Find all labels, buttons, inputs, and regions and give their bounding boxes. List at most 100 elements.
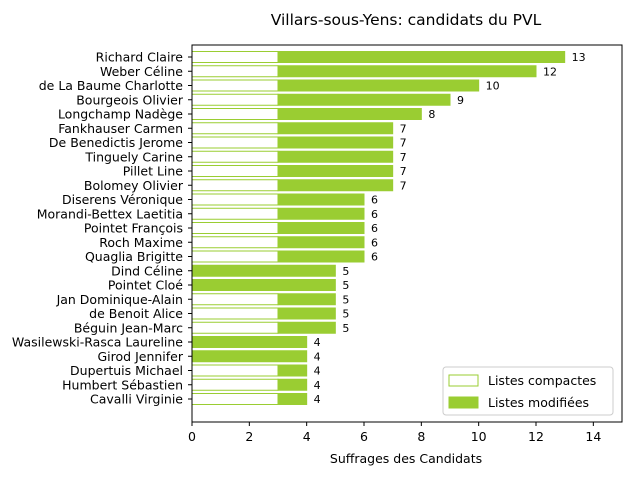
bar-compactes-beguin-jean-marc xyxy=(191,321,279,334)
bar-modifiees-jan-dominique-alain xyxy=(277,293,336,306)
category-label-pointet-cloe: Pointet Cloé xyxy=(108,278,183,293)
bar-compactes-tinguely-carine xyxy=(191,150,279,163)
axes-layer: 0 2 4 6 8 10 12 14 xyxy=(188,44,623,444)
bar-modifiees-tinguely-carine xyxy=(277,150,394,163)
category-label-longchamp-nadege: Longchamp Nadège xyxy=(58,107,183,122)
data-label-beguin-jean-marc: 5 xyxy=(342,322,349,335)
category-label-de-la-baume-charlotte: de La Baume Charlotte xyxy=(39,78,184,93)
data-label-quaglia-brigitte: 6 xyxy=(371,251,378,264)
category-label-quaglia-brigitte: Quaglia Brigitte xyxy=(85,249,183,264)
bar-modifiees-longchamp-nadege xyxy=(277,108,422,120)
data-label-jan-dominique-alain: 5 xyxy=(342,293,349,306)
data-label-richard-claire: 13 xyxy=(572,51,586,64)
bar-compactes-de-benedictis-jerome xyxy=(191,136,279,149)
data-label-pointet-francois: 6 xyxy=(371,222,378,235)
x-tick-label: 10 xyxy=(471,429,487,444)
bar-modifiees-richard-claire xyxy=(277,51,566,63)
bar-compactes-pillet-line xyxy=(191,165,279,177)
bar-modifiees-pointet-francois xyxy=(277,222,365,234)
bar-modifiees-pointet-cloe xyxy=(191,279,336,291)
bar-compactes-cavalli-virginie xyxy=(191,393,279,405)
category-label-humbert-sebastien: Humbert Sébastien xyxy=(62,377,183,392)
bar-compactes-humbert-sebastien xyxy=(191,378,279,391)
legend-label-listes-modifiees: Listes modifiées xyxy=(488,395,589,410)
legend-swatch-listes-modifiees xyxy=(448,396,479,409)
data-label-longchamp-nadege: 8 xyxy=(428,108,435,121)
data-label-dind-celine: 5 xyxy=(342,265,349,278)
data-label-de-la-baume-charlotte: 10 xyxy=(486,80,500,93)
bar-modifiees-roch-maxime xyxy=(277,236,365,249)
bar-compactes-morandi-bettex-laetitia xyxy=(191,207,279,220)
data-label-pillet-line: 7 xyxy=(400,165,407,178)
bar-modifiees-de-benoit-alice xyxy=(277,307,336,320)
data-label-roch-maxime: 6 xyxy=(371,236,378,249)
legend-swatch-listes-compactes xyxy=(448,374,479,387)
x-tick-label: 2 xyxy=(245,429,253,444)
bar-compactes-richard-claire xyxy=(191,51,279,63)
category-label-bolomey-olivier: Bolomey Olivier xyxy=(84,178,184,193)
bar-compactes-weber-celine xyxy=(191,65,279,78)
bar-compactes-roch-maxime xyxy=(191,236,279,249)
x-tick-label: 6 xyxy=(360,429,368,444)
bar-modifiees-pillet-line xyxy=(277,165,394,177)
bar-compactes-longchamp-nadege xyxy=(191,108,279,120)
data-label-weber-celine: 12 xyxy=(543,65,557,78)
plot-frame xyxy=(191,44,623,423)
bar-compactes-fankhauser-carmen xyxy=(191,122,279,135)
legend: Listes compactes Listes modifiées xyxy=(442,366,614,416)
category-label-wasilewski-rasca-laureline: Wasilewski-Rasca Laureline xyxy=(12,335,183,350)
category-label-tinguely-carine: Tinguely Carine xyxy=(84,149,183,164)
category-label-de-benoit-alice: de Benoit Alice xyxy=(89,306,183,321)
category-label-fankhauser-carmen: Fankhauser Carmen xyxy=(58,121,183,136)
bar-compactes-diserens-veronique xyxy=(191,193,279,206)
data-label-fankhauser-carmen: 7 xyxy=(400,122,407,135)
labels-layer: Richard Claire 13 Weber Céline 12 de La Baum… xyxy=(12,50,586,407)
data-label-bolomey-olivier: 7 xyxy=(400,179,407,192)
data-label-morandi-bettex-laetitia: 6 xyxy=(371,208,378,221)
bar-modifiees-de-benedictis-jerome xyxy=(277,136,394,149)
bar-modifiees-bourgeois-olivier xyxy=(277,93,451,106)
data-label-cavalli-virginie: 4 xyxy=(314,393,321,406)
category-label-dind-celine: Dind Céline xyxy=(111,263,183,278)
category-label-bourgeois-olivier: Bourgeois Olivier xyxy=(76,92,184,107)
data-label-tinguely-carine: 7 xyxy=(400,151,407,164)
data-label-pointet-cloe: 5 xyxy=(342,279,349,292)
category-label-beguin-jean-marc: Béguin Jean-Marc xyxy=(74,320,183,335)
category-label-morandi-bettex-laetitia: Morandi-Bettex Laetitia xyxy=(37,206,183,221)
chart-title: Villars-sous-Yens: candidats du PVL xyxy=(271,11,542,29)
bar-compactes-de-la-baume-charlotte xyxy=(191,79,279,92)
bar-modifiees-wasilewski-rasca-laureline xyxy=(191,336,308,348)
category-label-roch-maxime: Roch Maxime xyxy=(99,235,183,250)
category-label-diserens-veronique: Diserens Véronique xyxy=(62,192,183,207)
bar-modifiees-de-la-baume-charlotte xyxy=(277,79,480,92)
category-label-dupertuis-michael: Dupertuis Michael xyxy=(70,363,183,378)
bar-compactes-bourgeois-olivier xyxy=(191,93,279,106)
bar-modifiees-bolomey-olivier xyxy=(277,179,394,192)
data-label-wasilewski-rasca-laureline: 4 xyxy=(314,336,321,349)
bar-modifiees-diserens-veronique xyxy=(277,193,365,206)
bars-layer xyxy=(191,51,566,405)
category-label-de-benedictis-jerome: De Benedictis Jerome xyxy=(49,135,183,150)
bar-compactes-quaglia-brigitte xyxy=(191,250,279,263)
x-tick-label: 8 xyxy=(417,429,425,444)
bar-compactes-dupertuis-michael xyxy=(191,364,279,377)
bar-compactes-pointet-francois xyxy=(191,222,279,234)
data-label-dupertuis-michael: 4 xyxy=(314,365,321,378)
bar-modifiees-quaglia-brigitte xyxy=(277,250,365,263)
x-tick-label: 0 xyxy=(188,429,196,444)
category-label-jan-dominique-alain: Jan Dominique-Alain xyxy=(56,292,183,307)
bar-compactes-bolomey-olivier xyxy=(191,179,279,192)
category-label-pillet-line: Pillet Line xyxy=(123,164,184,179)
data-label-girod-jennifer: 4 xyxy=(314,350,321,363)
bar-modifiees-beguin-jean-marc xyxy=(277,321,336,334)
bar-modifiees-dupertuis-michael xyxy=(277,364,308,377)
bar-modifiees-girod-jennifer xyxy=(191,350,308,363)
category-label-cavalli-virginie: Cavalli Virginie xyxy=(90,392,183,407)
category-label-richard-claire: Richard Claire xyxy=(96,50,184,65)
legend-label-listes-compactes: Listes compactes xyxy=(488,373,596,388)
bar-compactes-jan-dominique-alain xyxy=(191,293,279,306)
category-label-weber-celine: Weber Céline xyxy=(100,64,183,79)
bar-modifiees-morandi-bettex-laetitia xyxy=(277,207,365,220)
legend-frame xyxy=(442,366,614,416)
